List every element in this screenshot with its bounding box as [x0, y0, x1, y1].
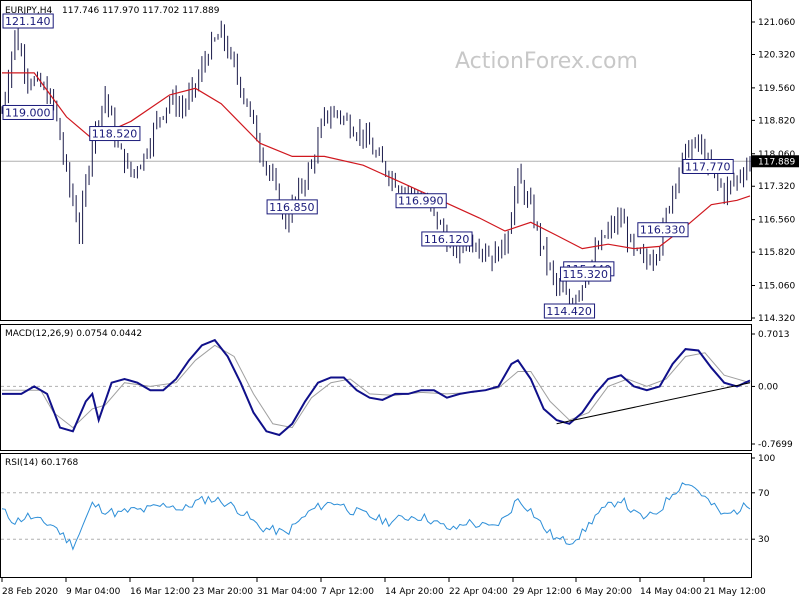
- price-label-box: [2, 104, 54, 120]
- time-tick-label: 7 Apr 12:00: [321, 587, 374, 597]
- macd-tick-label: -0.7699: [758, 440, 793, 450]
- rsi-panel-frame: [0, 453, 752, 578]
- price-label: 121.140: [5, 15, 51, 28]
- time-tick-label: 28 Feb 2020: [2, 587, 58, 597]
- price-label-box: [559, 266, 612, 282]
- price-label-box: [2, 13, 54, 29]
- time-tick-label: 16 Mar 12:00: [130, 587, 190, 597]
- macd-signal-line: [2, 344, 751, 429]
- price-label: 114.420: [546, 305, 592, 318]
- time-tick-label: 9 Mar 04:00: [66, 587, 121, 597]
- time-tick-label: 6 May 20:00: [576, 587, 632, 597]
- price-label-box: [266, 199, 318, 215]
- rsi-line: [1, 482, 751, 551]
- price-label-box: [637, 222, 689, 238]
- price-label: 117.770: [685, 160, 731, 173]
- price-tick-label: 119.560: [758, 84, 795, 94]
- rsi-tick-label: 70: [758, 489, 770, 499]
- price-label-box: [543, 303, 596, 319]
- macd-main-line: [2, 338, 751, 437]
- macd-series: [1, 338, 751, 437]
- price-panel-frame: [0, 0, 752, 321]
- price-tick-label: 114.320: [758, 314, 795, 324]
- time-tick-label: 14 Apr 20:00: [385, 587, 444, 597]
- price-label: 116.330: [640, 224, 686, 237]
- price-tick-label: 116.560: [758, 216, 795, 226]
- watermark: ActionForex.com: [455, 49, 638, 74]
- macd-tick-label: 0.7013: [758, 330, 790, 340]
- rsi-tick-label: 100: [758, 454, 775, 464]
- current-price-badge: [752, 155, 799, 168]
- price-tick-label: 117.320: [758, 182, 795, 192]
- macd-tick-label: 0.00: [758, 382, 778, 392]
- time-tick-label: 31 Mar 04:00: [257, 587, 317, 597]
- price-label-box: [682, 158, 734, 174]
- price-tick-label: 115.060: [758, 282, 795, 292]
- price-label-box: [395, 193, 447, 209]
- price-label: 116.990: [398, 195, 444, 208]
- price-label: 115.320: [562, 268, 608, 281]
- macd-panel-frame: [0, 324, 752, 451]
- price-tick-label: 121.060: [758, 18, 795, 28]
- rsi-tick-label: 30: [758, 535, 770, 545]
- time-tick-label: 21 May 12:00: [704, 587, 766, 597]
- price-tick-label: 118.820: [758, 116, 795, 126]
- ohlc-readout: 117.746 117.970 117.702 117.889: [62, 6, 220, 16]
- price-label: 119.000: [5, 106, 51, 119]
- price-tick-label: 115.820: [758, 248, 795, 258]
- time-tick-label: 29 Apr 12:00: [513, 587, 572, 597]
- price-label: 116.850: [269, 201, 315, 214]
- rsi-title: RSI(14) 60.1768: [5, 458, 78, 468]
- price-tick-label: 120.320: [758, 50, 795, 60]
- price-tick-label: 118.060: [758, 150, 795, 160]
- rsi-series: [1, 482, 751, 551]
- price-series: 121.140 119.000 117.770 118.520 116.120 116.3…: [1, 13, 751, 319]
- price-label-box: [421, 231, 473, 247]
- time-tick-label: 22 Apr 04:00: [449, 587, 508, 597]
- price-label: 116.120: [424, 233, 470, 246]
- macd-title: MACD(12,26,9) 0.0754 0.0442: [5, 329, 142, 339]
- axes: 121.060 120.320 119.560 118.820 118.060 117.3…: [1, 18, 799, 597]
- macd-trendline: [556, 382, 751, 425]
- time-tick-label: 23 Mar 20:00: [193, 587, 253, 597]
- moving-average-line: [2, 72, 751, 250]
- time-tick-label: 14 May 04:00: [640, 587, 702, 597]
- current-price-label: 117.889: [758, 157, 795, 167]
- price-label-box: [89, 126, 141, 142]
- price-label: 118.520: [92, 128, 138, 141]
- symbol-label: EURJPY,H4: [5, 6, 53, 16]
